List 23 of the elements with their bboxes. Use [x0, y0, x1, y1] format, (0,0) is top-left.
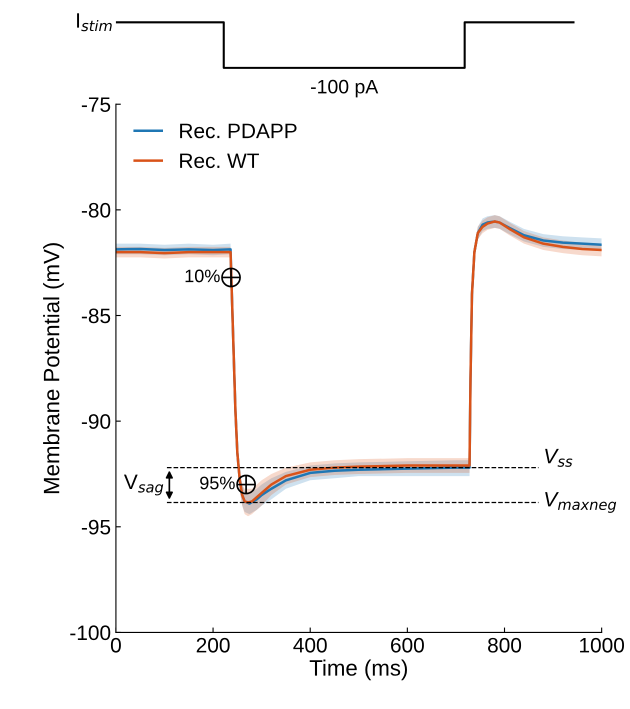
x-tick-label: 400	[293, 638, 327, 653]
x-tick-label: 600	[391, 638, 424, 653]
legend-label: Rec. WT	[180, 154, 259, 168]
x-tick-label: 200	[196, 638, 230, 653]
annotation: -100 pA	[311, 80, 378, 98]
y-tick-label: -90	[82, 414, 110, 429]
y-tick-label: -85	[82, 308, 110, 324]
y-axis-title: Membrane Potential (mV)	[43, 243, 64, 494]
y-tick-label: -75	[82, 97, 110, 112]
y-tick-label: -80	[82, 202, 110, 218]
y-axis-title: I$_{stim}$	[77, 13, 112, 32]
x-axis-title: Time (ms)	[310, 659, 407, 680]
annotation: 10%	[186, 270, 220, 282]
x-tick-label: 1000	[580, 638, 624, 653]
ref-line-label: V$_{ss}$	[545, 448, 572, 467]
legend-label: Rec. PDAPP	[180, 124, 297, 138]
annotation: V$_{sag}$	[124, 474, 164, 496]
x-tick-label: 800	[488, 638, 522, 653]
y-tick-label: -95	[82, 520, 110, 535]
x-tick-label: 0	[110, 638, 121, 653]
ref-line-label: V$_{maxneg}$	[545, 492, 616, 513]
annotation: 95%	[200, 476, 235, 490]
y-tick-label: -100	[70, 625, 110, 640]
